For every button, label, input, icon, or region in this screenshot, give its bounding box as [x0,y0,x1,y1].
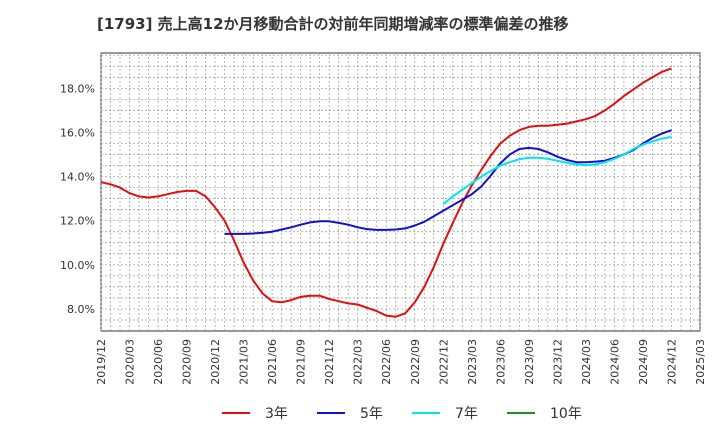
plot-frame [100,52,701,332]
x-tick-label: 2020/09 [181,339,194,385]
plot-area [100,52,701,332]
series-line [100,67,672,318]
x-tick-label: 2023/06 [494,339,507,385]
x-tick-label: 2021/12 [323,339,336,385]
x-tick-label: 2024/03 [580,339,593,385]
x-tick-label: 2022/03 [352,339,365,385]
x-tick-label: 2023/09 [523,339,536,385]
x-tick-label: 2022/09 [409,339,422,385]
x-tick-label: 2020/12 [209,339,222,385]
x-tick-label: 2024/12 [665,339,678,385]
x-tick-label: 2020/06 [152,339,165,385]
x-tick-label: 2021/03 [238,339,251,385]
y-tick-label: 10.0% [60,259,95,272]
x-tick-label: 2022/06 [380,339,393,385]
chart-title: [1793] 売上高12か月移動合計の対前年同期増減率の標準偏差の推移 [97,15,569,33]
y-tick-label: 14.0% [60,171,95,184]
x-tick-label: 2024/06 [608,339,621,385]
x-axis-ticks: 2019/12 2020/03 2020/06 2020/09 2020/12 2021/… [95,339,707,385]
x-tick-label: 2024/09 [637,339,650,385]
y-axis-ticks: 8.0% 10.0% 12.0% 14.0% 16.0% 18.0% [60,82,95,316]
legend-label: 3年 [265,406,288,422]
legend: 3年 5年 7年 10年 [222,406,582,422]
x-tick-label: 2022/12 [437,339,450,385]
legend-label: 10年 [550,406,582,422]
series-line [224,129,672,235]
y-tick-label: 12.0% [60,215,95,228]
series-lines [100,67,672,318]
x-tick-label: 2020/03 [124,339,137,385]
x-tick-label: 2025/03 [694,339,707,385]
y-tick-label: 8.0% [67,303,95,316]
y-tick-label: 18.0% [60,82,95,95]
y-tick-label: 16.0% [60,126,95,139]
x-tick-label: 2023/03 [466,339,479,385]
legend-label: 7年 [455,406,478,422]
x-tick-label: 2023/12 [551,339,564,385]
x-tick-label: 2021/06 [266,339,279,385]
x-tick-label: 2021/09 [295,339,308,385]
series-line [442,135,672,205]
x-tick-label: 2019/12 [95,339,108,385]
legend-label: 5年 [360,406,383,422]
